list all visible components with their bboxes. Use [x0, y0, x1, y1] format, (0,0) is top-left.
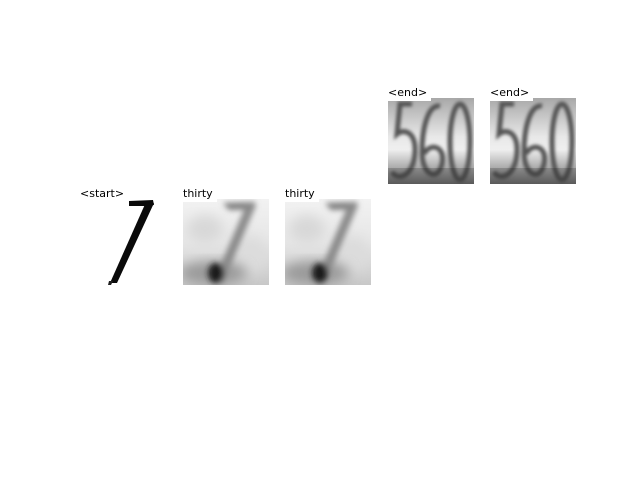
digits-560-blurred-image: [490, 98, 576, 184]
tile-label: <start>: [77, 187, 129, 202]
digit-7-image: [80, 199, 166, 285]
digits-560-blurred-image: [388, 98, 474, 184]
tile-start: <start>: [77, 187, 166, 285]
digit-7-blurred-image: [285, 199, 371, 285]
tile-label: thirty: [180, 187, 217, 202]
digit-7-blurred-image: [183, 199, 269, 285]
tile-label: thirty: [282, 187, 319, 202]
tile-thirty-2: thirty: [282, 187, 371, 285]
tile-label: <end>: [487, 86, 534, 101]
tile-end-1: <end>: [385, 86, 474, 184]
tile-thirty-1: thirty: [180, 187, 269, 285]
tile-end-2: <end>: [487, 86, 576, 184]
tile-label: <end>: [385, 86, 432, 101]
